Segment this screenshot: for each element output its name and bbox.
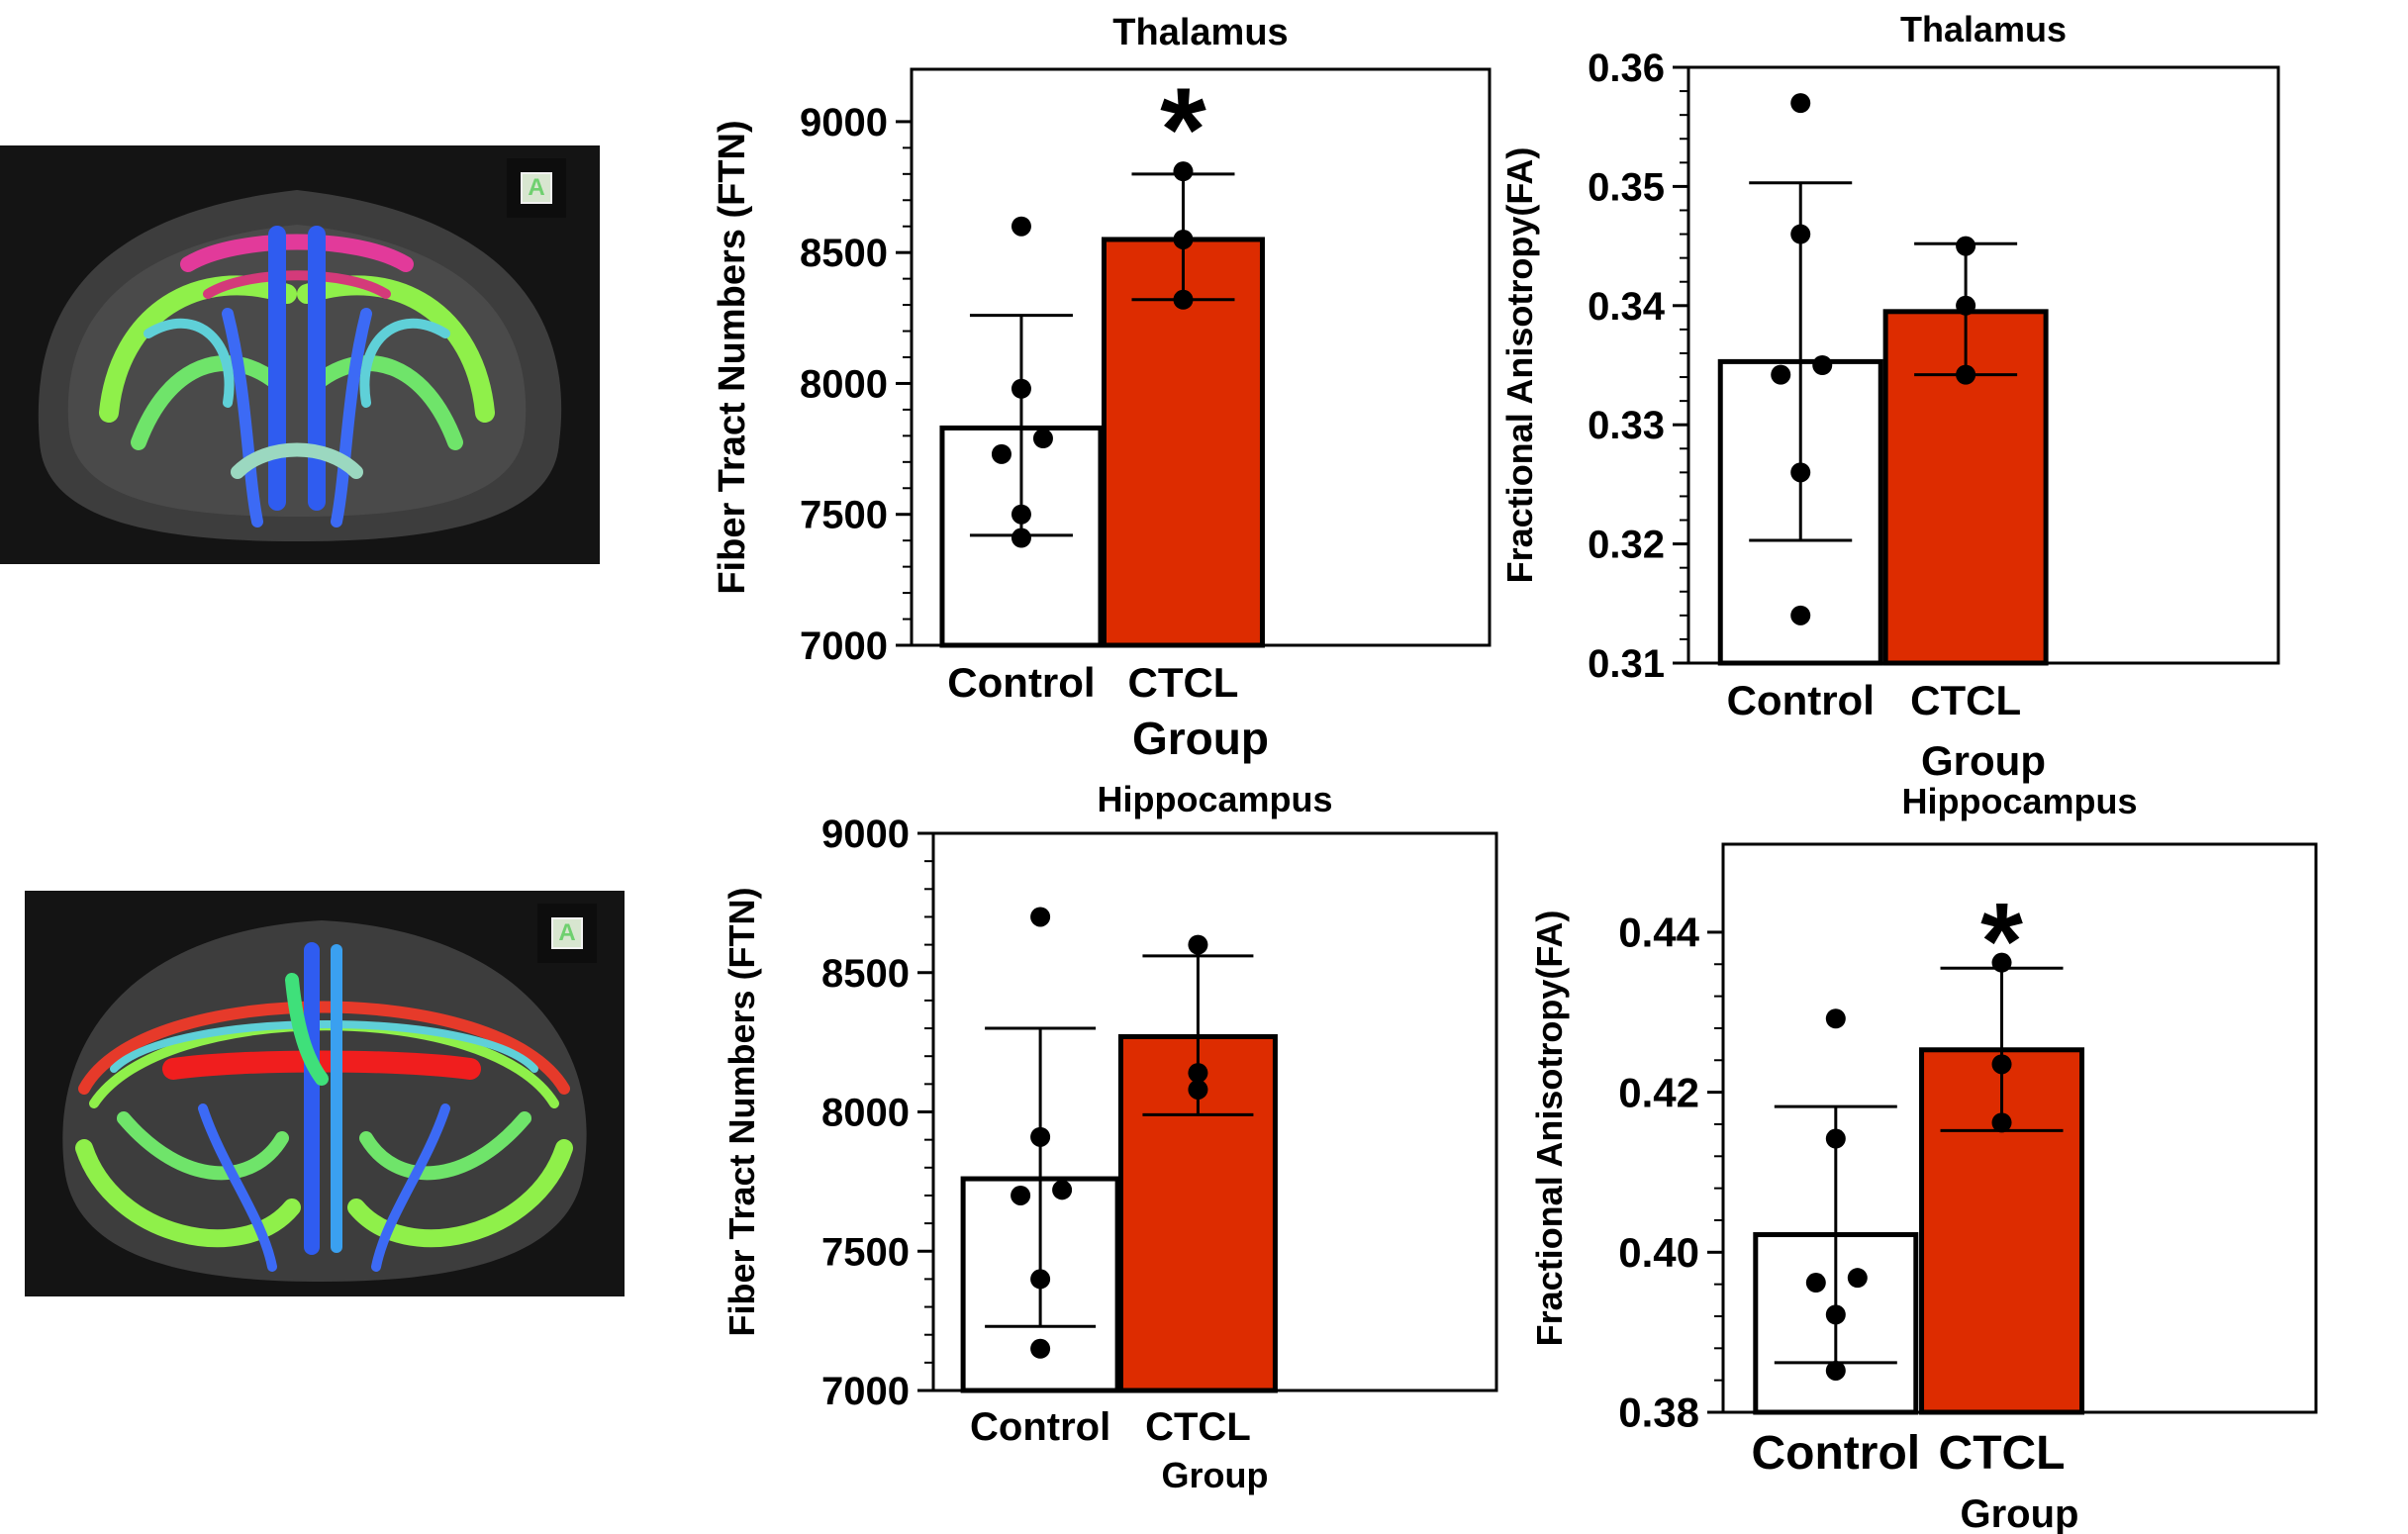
data-point <box>1011 504 1031 525</box>
x-axis-label: Group <box>1132 713 1269 764</box>
y-tick-label: 0.31 <box>1588 642 1665 686</box>
y-axis-label: Fiber Tract Numbers (FTN) <box>722 887 762 1336</box>
chart-title: Hippocampus <box>1097 779 1332 819</box>
chart-title: Hippocampus <box>1901 781 2137 821</box>
x-tick-label: CTCL <box>1127 659 1238 706</box>
y-tick-label: 0.36 <box>1588 47 1665 90</box>
data-point <box>1790 462 1811 483</box>
data-point <box>1956 236 1976 256</box>
data-point <box>991 443 1011 464</box>
x-axis-label: Group <box>1961 1492 2079 1534</box>
orientation-marker: A <box>537 904 597 963</box>
data-point <box>1956 295 1976 316</box>
data-point <box>1956 364 1976 385</box>
y-tick-label: 7500 <box>821 1230 910 1274</box>
data-point <box>1011 527 1031 548</box>
data-point <box>1825 1360 1846 1381</box>
x-tick-label: Control <box>970 1405 1110 1449</box>
data-point <box>1991 1054 2012 1075</box>
data-point <box>1011 1185 1031 1205</box>
data-point <box>1847 1268 1868 1289</box>
data-point <box>1188 934 1208 955</box>
y-tick-label: 7500 <box>800 494 888 537</box>
y-tick-label: 0.42 <box>1618 1069 1699 1115</box>
data-point <box>1052 1180 1073 1200</box>
y-tick-label: 7000 <box>821 1370 910 1413</box>
data-point <box>1011 378 1031 399</box>
y-tick-label: 9000 <box>800 101 888 144</box>
x-tick-label: Control <box>1751 1427 1920 1480</box>
plot-frame <box>1686 65 2280 665</box>
y-tick-label: 8000 <box>821 1092 910 1135</box>
plot-frame <box>1721 842 2318 1414</box>
chart-title: Thalamus <box>1112 12 1288 53</box>
brain-tractography-hippocampus-image: A <box>25 891 625 1296</box>
y-axis-label: Fractional Anisotropy(FA) <box>1499 147 1540 584</box>
significance-marker: * <box>1160 63 1206 196</box>
orientation-marker: A <box>507 158 566 218</box>
data-point <box>1771 364 1791 385</box>
data-point <box>1825 1128 1846 1149</box>
x-tick-label: CTCL <box>1910 677 2021 723</box>
y-tick-label: 8500 <box>800 232 888 275</box>
x-axis-label: Group <box>1921 737 2046 784</box>
data-point <box>1188 1079 1208 1100</box>
chart-title: Thalamus <box>1900 9 2067 49</box>
data-point <box>1790 605 1811 625</box>
data-point <box>1188 1063 1208 1084</box>
data-point <box>1030 1126 1051 1147</box>
orientation-label: A <box>521 172 552 204</box>
brain-tractography-thalamus-image: A <box>0 145 600 564</box>
x-tick-label: CTCL <box>1939 1427 2066 1480</box>
data-point <box>1790 93 1811 114</box>
y-tick-label: 9000 <box>821 813 910 856</box>
x-tick-label: Control <box>1727 677 1875 723</box>
data-point <box>1173 161 1194 182</box>
data-point <box>1032 429 1053 449</box>
data-point <box>1790 224 1811 244</box>
y-tick-label: 8500 <box>821 952 910 996</box>
data-point <box>1173 229 1194 249</box>
y-axis-label: Fiber Tract Numbers (FTN) <box>712 120 753 594</box>
data-point <box>1030 907 1051 927</box>
data-point <box>1825 1304 1846 1325</box>
data-point <box>1030 1269 1051 1290</box>
x-axis-label: Group <box>1162 1455 1269 1495</box>
y-tick-label: 7000 <box>800 624 888 668</box>
y-tick-label: 0.35 <box>1588 165 1665 209</box>
data-point <box>1825 1008 1846 1029</box>
significance-marker: * <box>1980 881 2023 1003</box>
y-tick-label: 0.44 <box>1618 910 1699 956</box>
orientation-label: A <box>551 917 583 949</box>
data-point <box>1030 1338 1051 1359</box>
y-tick-label: 0.34 <box>1588 285 1666 329</box>
y-tick-label: 0.33 <box>1588 404 1665 447</box>
brain-hippocampus-icon <box>62 920 587 1282</box>
y-tick-label: 0.38 <box>1618 1390 1699 1436</box>
data-point <box>1812 355 1833 375</box>
y-tick-label: 8000 <box>800 362 888 406</box>
y-tick-label: 0.32 <box>1588 524 1665 567</box>
data-point <box>1173 289 1194 310</box>
data-point <box>1991 1112 2012 1133</box>
x-tick-label: Control <box>947 659 1095 706</box>
y-tick-label: 0.40 <box>1618 1229 1699 1276</box>
x-tick-label: CTCL <box>1145 1405 1251 1449</box>
data-point <box>1991 952 2012 973</box>
data-point <box>1805 1273 1826 1294</box>
y-axis-label: Fractional Anisotropy(FA) <box>1529 911 1570 1347</box>
data-point <box>1011 216 1031 237</box>
brain-thalamus-icon <box>38 190 562 541</box>
